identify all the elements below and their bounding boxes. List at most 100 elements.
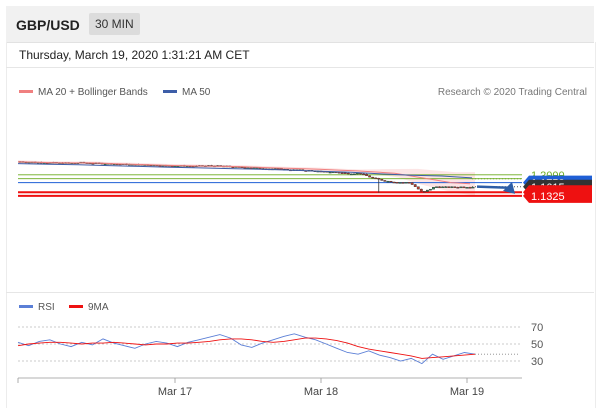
candle-body <box>328 171 332 174</box>
rsi-line <box>17 333 476 365</box>
ma20-swatch <box>19 89 33 93</box>
candle-body <box>471 186 475 189</box>
ma50-line <box>17 163 473 179</box>
price-level-label: 1.1325 <box>531 191 565 203</box>
forecast-arrow-shaft <box>476 185 511 190</box>
price-level-tag-1.1325: 1.1325 <box>523 188 592 203</box>
ma20-line <box>17 161 471 185</box>
candle-body <box>362 173 365 176</box>
candle-body <box>353 173 356 175</box>
bollinger-band-area <box>18 160 475 196</box>
candle-body <box>416 186 420 190</box>
price-level-tag-bg <box>523 188 592 203</box>
candle-body <box>340 172 344 174</box>
rsi-swatch <box>19 304 33 308</box>
candle-body <box>383 180 387 182</box>
candle <box>401 182 405 184</box>
x-tick-label: Mar 17 <box>158 386 192 398</box>
candle-body <box>252 167 256 169</box>
candle <box>444 186 448 188</box>
candle-body <box>380 179 384 181</box>
candle <box>465 187 469 189</box>
candle-body <box>395 182 399 184</box>
candle-body <box>413 184 417 187</box>
candle <box>462 186 466 189</box>
candle <box>346 172 350 175</box>
candle <box>340 172 344 174</box>
rsi-tick-70: 70 <box>531 322 543 334</box>
candle-body <box>349 173 353 176</box>
candle-body <box>368 175 372 178</box>
panel-divider <box>6 292 594 293</box>
candle <box>422 191 426 193</box>
candle <box>349 173 353 176</box>
candle-body <box>389 180 393 183</box>
candle <box>425 189 429 192</box>
chart-panel <box>6 42 596 408</box>
candle <box>243 167 247 169</box>
candle-body <box>438 186 441 188</box>
legend-rsi: RSI <box>19 302 55 313</box>
candle-body <box>444 186 448 188</box>
candle-body <box>419 188 423 192</box>
candle-body <box>450 186 454 188</box>
candle-body <box>377 178 381 180</box>
candle <box>438 186 441 188</box>
forecast-arrow-head <box>503 181 515 194</box>
ma50-swatch <box>163 89 177 93</box>
research-credit: Research © 2020 Trading Central <box>437 87 587 98</box>
candle <box>404 182 408 184</box>
candle-body <box>392 181 396 184</box>
candle <box>353 173 356 175</box>
candle-body <box>410 182 414 185</box>
candle <box>456 186 460 189</box>
rsi-tick-30: 30 <box>531 356 543 368</box>
x-tick-label: Mar 18 <box>304 386 338 398</box>
candle <box>450 186 454 189</box>
candle-body <box>371 176 375 179</box>
chart-header: GBP/USD 30 MIN <box>6 6 594 43</box>
legend-9ma: 9MA <box>69 302 109 313</box>
x-tick-label: Mar 19 <box>450 386 484 398</box>
candle <box>468 186 472 189</box>
candle <box>392 181 396 184</box>
candle-body <box>243 167 247 169</box>
candle <box>368 175 372 178</box>
candle <box>374 177 378 180</box>
candle <box>459 186 463 189</box>
candle-body <box>386 180 390 183</box>
legend-ma20: MA 20 + Bollinger Bands <box>19 87 148 98</box>
candle-body <box>356 172 359 175</box>
candle <box>377 177 381 193</box>
rsi-ma-line <box>17 337 476 359</box>
candle-body <box>398 182 402 184</box>
candle <box>410 182 414 185</box>
candle <box>416 186 420 190</box>
candle <box>407 182 411 184</box>
ma50-legend-label: MA 50 <box>182 87 211 98</box>
candle <box>371 176 375 179</box>
candle-body <box>103 163 107 166</box>
candle-body <box>435 186 438 188</box>
header-separator <box>6 67 594 68</box>
candle <box>398 182 402 184</box>
rsi-tick-50: 50 <box>531 339 543 351</box>
candle-body <box>404 182 408 184</box>
ma20-legend-label: MA 20 + Bollinger Bands <box>38 87 148 98</box>
legend-ma50: MA 50 <box>163 87 210 98</box>
candle <box>441 186 444 189</box>
candle <box>419 188 423 192</box>
candle-body <box>429 188 432 191</box>
rsi-legend-label: RSI <box>38 302 55 313</box>
timeframe-badge[interactable]: 30 MIN <box>89 13 140 35</box>
candle <box>435 186 438 188</box>
ma9-swatch <box>69 304 83 308</box>
candle-body <box>374 177 378 180</box>
candle-body <box>447 186 451 188</box>
candle-body <box>401 182 405 184</box>
candle <box>380 179 384 181</box>
candle-body <box>365 173 368 176</box>
candle <box>386 180 390 183</box>
candle-body <box>441 186 444 189</box>
